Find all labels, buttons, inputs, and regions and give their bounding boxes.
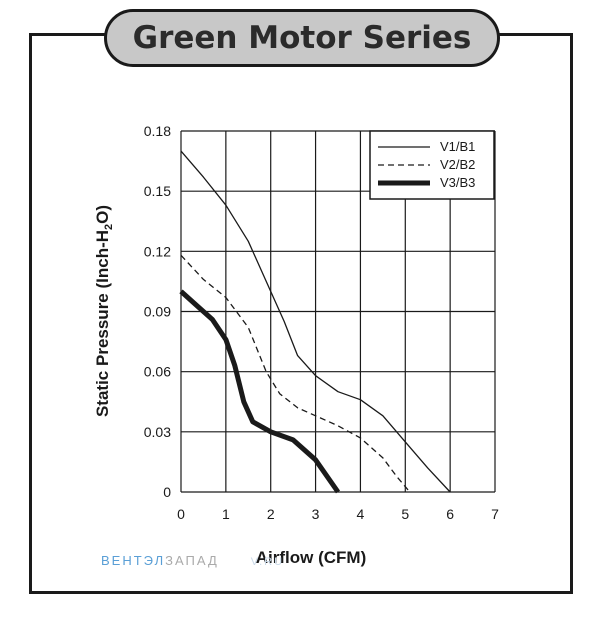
y-tick-label: 0.18 bbox=[144, 123, 171, 139]
x-tick-label: 3 bbox=[312, 506, 320, 522]
series-line-2 bbox=[180, 254, 411, 493]
chart-grid bbox=[180, 130, 496, 493]
y-tick-label: 0.12 bbox=[144, 243, 171, 259]
x-tick-label: 1 bbox=[222, 506, 230, 522]
y-axis-label: Static Pressure (Inch-H2O) bbox=[93, 205, 115, 417]
watermark: ВЕНТЭЛЗАПАД V.RU bbox=[101, 553, 285, 568]
y-tick-label: 0 bbox=[163, 484, 171, 500]
x-tick-label: 6 bbox=[446, 506, 454, 522]
y-tick-labels: 0 0.03 0.06 0.09 0.12 0.15 0.18 bbox=[144, 123, 171, 500]
y-tick-label: 0.06 bbox=[144, 364, 171, 380]
y-tick-label: 0.09 bbox=[144, 304, 171, 320]
chart-frame bbox=[29, 33, 573, 594]
x-tick-label: 5 bbox=[401, 506, 409, 522]
x-axis-label: Airflow (CFM) bbox=[256, 548, 366, 567]
series-line-1 bbox=[180, 150, 451, 493]
x-tick-label: 7 bbox=[491, 506, 499, 522]
legend-label-v2: V2/B2 bbox=[440, 157, 475, 172]
x-tick-label: 0 bbox=[177, 506, 185, 522]
legend-label-v3: V3/B3 bbox=[440, 175, 475, 190]
y-tick-label: 0.03 bbox=[144, 424, 171, 440]
legend-label-v1: V1/B1 bbox=[440, 139, 475, 154]
x-tick-label: 4 bbox=[357, 506, 365, 522]
title-banner: Green Motor Series bbox=[104, 9, 500, 67]
series-line-3 bbox=[179, 289, 341, 494]
legend: V1/B1 V2/B2 V3/B3 bbox=[369, 130, 495, 200]
x-tick-label: 2 bbox=[267, 506, 275, 522]
series-lines bbox=[179, 150, 451, 494]
y-tick-label: 0.15 bbox=[144, 183, 171, 199]
page-title: Green Motor Series bbox=[132, 20, 472, 56]
x-tick-labels: 0 1 2 3 4 5 6 7 bbox=[177, 506, 499, 522]
